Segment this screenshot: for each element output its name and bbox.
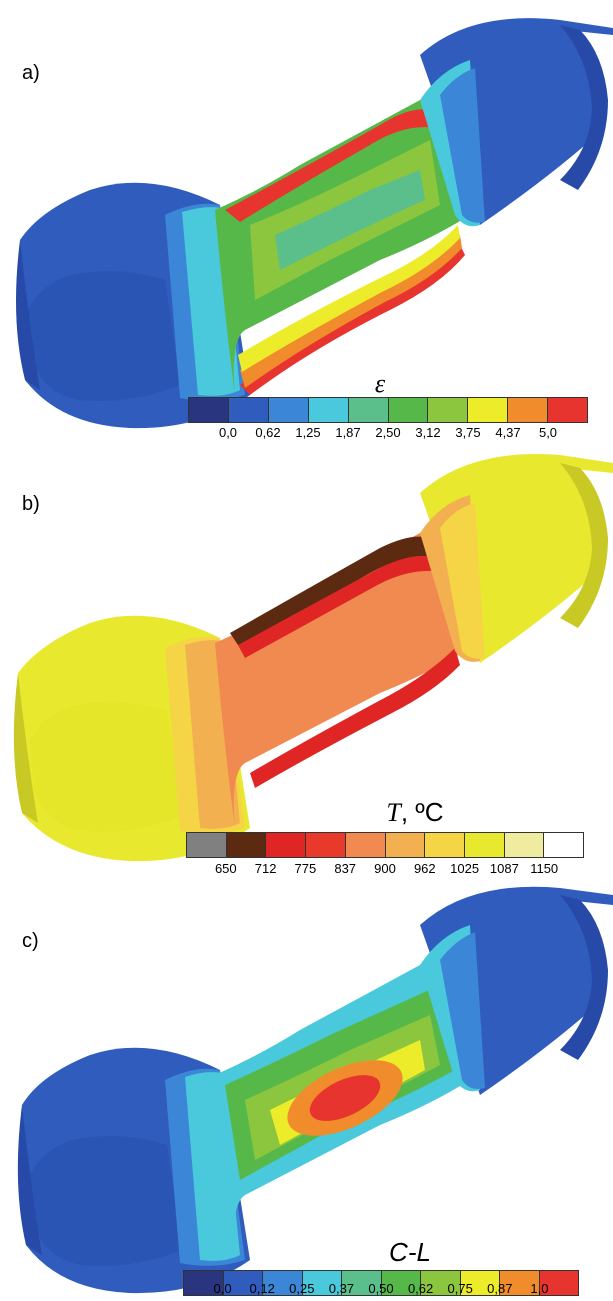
colorbar-swatch xyxy=(226,833,267,857)
colorbar-swatch xyxy=(504,833,545,857)
colorbar xyxy=(188,397,588,423)
colorbar-swatch xyxy=(544,833,584,857)
colorbar-tick-label: 0,62 xyxy=(407,1281,434,1296)
specimen-damage-field xyxy=(17,886,613,1294)
panel-label: c) xyxy=(22,930,39,952)
colorbar-swatch xyxy=(385,833,426,857)
colorbar-swatch xyxy=(548,398,588,422)
colorbar-swatch xyxy=(500,1271,540,1295)
colorbar-tick-label: 650 xyxy=(214,861,237,876)
colorbar-swatch xyxy=(342,1271,382,1295)
colorbar-swatch xyxy=(381,1271,421,1295)
colorbar-tick-label: 4,37 xyxy=(495,425,521,440)
colorbar-swatch xyxy=(263,1271,303,1295)
colorbar-tick-label: 0,87 xyxy=(487,1281,513,1296)
colorbar-tick-label: 712 xyxy=(254,861,277,876)
panel-a: a) ε 0,0 0,62 1,25 1,87 2,50 3,12 3,75 4,37 5,0 xyxy=(0,0,613,440)
colorbar-ticks: 0,0 0,12 0,25 0,37 0,50 0,62 0,75 0,87 1,0 xyxy=(183,1281,579,1299)
colorbar-tick-label: 1087 xyxy=(489,861,519,876)
colorbar-tick-label: 3,75 xyxy=(455,425,481,440)
colorbar-tick-label: 1025 xyxy=(450,861,480,876)
colorbar-swatch xyxy=(184,1271,224,1295)
colorbar-swatch xyxy=(268,398,309,422)
panel-b: b) T, ºC 650 712 775 837 900 962 1025 1087 1150 xyxy=(0,433,613,876)
colorbar-tick-label: 0,62 xyxy=(255,425,281,440)
colorbar xyxy=(183,1270,579,1296)
colorbar-swatch xyxy=(388,398,429,422)
colorbar-swatch xyxy=(187,833,227,857)
colorbar-swatch xyxy=(266,833,307,857)
colorbar-swatch xyxy=(421,1271,461,1295)
panel-c: c) C-L 0,0 0,12 0,25 0,37 0,50 0,62 0,75 0,87 1,… xyxy=(0,870,613,1301)
colorbar-title: C-L xyxy=(389,1237,431,1267)
colorbar-swatch xyxy=(425,833,465,857)
colorbar-tick-label: 837 xyxy=(334,861,357,876)
colorbar-swatch xyxy=(464,833,505,857)
colorbar-tick-label: 1,87 xyxy=(335,425,361,440)
colorbar-title: ε xyxy=(374,369,386,398)
colorbar-swatch xyxy=(308,398,349,422)
colorbar-swatch xyxy=(302,1271,342,1295)
panel-label: a) xyxy=(22,62,40,84)
colorbar-swatch xyxy=(306,833,346,857)
colorbar-tick-label: 2,50 xyxy=(375,425,401,440)
specimen-temperature-field xyxy=(13,454,613,862)
colorbar-title: T, ºC xyxy=(386,797,444,827)
colorbar-swatch xyxy=(189,398,229,422)
colorbar-tick-label: 0,0 xyxy=(218,425,238,440)
colorbar-tick-label: 5,0 xyxy=(538,425,558,440)
colorbar-tick-label: 1150 xyxy=(530,861,559,876)
colorbar-swatch xyxy=(223,1271,263,1295)
colorbar-swatch xyxy=(460,1271,500,1295)
colorbar-tick-label: 0,75 xyxy=(447,1281,473,1296)
colorbar-swatch xyxy=(345,833,386,857)
colorbar-tick-label: 1,25 xyxy=(295,425,321,440)
panel-label: b) xyxy=(22,493,40,515)
colorbar xyxy=(186,832,584,858)
colorbar-tick-label: 775 xyxy=(294,861,317,876)
colorbar-tick-label: 1,0 xyxy=(530,1281,549,1296)
colorbar-tick-label: 962 xyxy=(413,861,436,876)
colorbar-swatch xyxy=(428,398,469,422)
colorbar-tick-label: 0,50 xyxy=(368,1281,394,1296)
colorbar-tick-label: 0,25 xyxy=(289,1281,315,1296)
colorbar-swatch xyxy=(508,398,549,422)
colorbar-swatch xyxy=(348,398,389,422)
colorbar-tick-label: 0,37 xyxy=(328,1281,355,1296)
colorbar-swatch xyxy=(468,398,509,422)
colorbar-tick-label: 0,12 xyxy=(249,1281,275,1296)
colorbar-tick-label: 0,0 xyxy=(213,1281,232,1296)
colorbar-swatch xyxy=(539,1271,578,1295)
colorbar-ticks: 0,0 0,62 1,25 1,87 2,50 3,12 3,75 4,37 5,0 xyxy=(188,425,588,443)
colorbar-ticks: 650 712 775 837 900 962 1025 1087 1150 xyxy=(186,861,584,879)
specimen-strain-field xyxy=(16,18,613,429)
colorbar-swatch xyxy=(228,398,269,422)
colorbar-tick-label: 900 xyxy=(374,861,396,876)
colorbar-tick-label: 3,12 xyxy=(415,425,441,440)
